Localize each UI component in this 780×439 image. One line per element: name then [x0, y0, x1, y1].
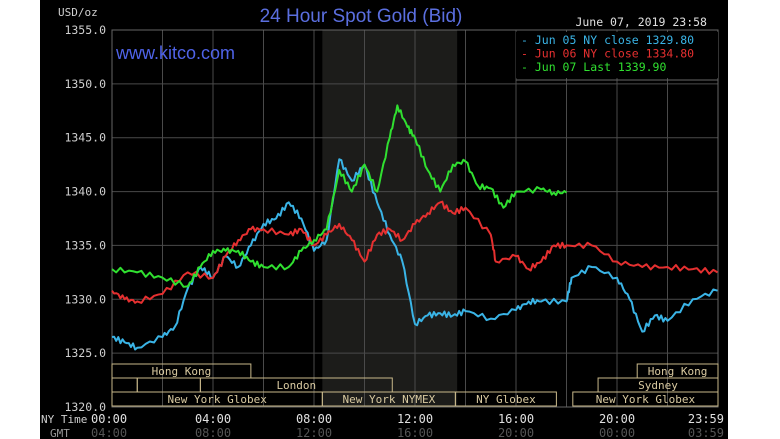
session-label: New York Globex [167, 393, 267, 406]
x-tick-label: 12:00 [397, 412, 433, 426]
legend: - Jun 05 NY close 1329.80- Jun 06 NY clo… [516, 32, 718, 81]
session-label: New York Globex [596, 393, 696, 406]
session-box [454, 391, 557, 407]
watermark: www.kitco.com [115, 43, 235, 63]
x-tick-label: 23:59 [688, 412, 724, 426]
session-label: London [276, 379, 316, 392]
y-tick-label: 1320.0 [64, 400, 106, 414]
gmt-tick-label: 12:00 [296, 426, 332, 439]
session-label: Sydney [638, 379, 678, 392]
plot-frame [111, 29, 719, 408]
y-tick-label: 1330.0 [64, 292, 106, 306]
x-tick-label: 08:00 [296, 412, 332, 426]
gmt-row-label: GMT [50, 427, 70, 439]
legend-background [516, 32, 718, 78]
x-tick-label: 04:00 [195, 412, 231, 426]
session-label: Hong Kong [152, 365, 212, 378]
timestamp: June 07, 2019 23:58 [575, 15, 707, 29]
y-tick-label: 1355.0 [64, 23, 106, 37]
gmt-tick-label: 20:00 [498, 426, 534, 439]
series-line [111, 104, 568, 288]
session-box [572, 391, 719, 407]
y-tick-label: 1335.0 [64, 238, 106, 252]
series-line [111, 200, 719, 304]
y-axis-label: USD/oz [58, 6, 98, 19]
x-tick-label: 20:00 [599, 412, 635, 426]
gmt-tick-label: 00:00 [599, 426, 635, 439]
x-axis-row-label: NY Time [41, 413, 87, 426]
gmt-tick-label: 08:00 [195, 426, 231, 439]
session-label: New York NYMEX [343, 393, 436, 406]
session-label: NY Globex [476, 393, 536, 406]
gmt-tick-label: 16:00 [397, 426, 433, 439]
legend-entry: - Jun 05 NY close 1329.80 [521, 33, 694, 47]
chart-title: 24 Hour Spot Gold (Bid) [260, 6, 463, 27]
legend-entry: - Jun 06 NY close 1334.80 [521, 47, 694, 61]
x-tick-label: 00:00 [91, 412, 127, 426]
session-label: Hong Kong [648, 365, 708, 378]
y-tick-label: 1325.0 [64, 346, 106, 360]
x-tick-label: 16:00 [498, 412, 534, 426]
legend-entry: - Jun 07 Last 1339.90 [521, 60, 666, 74]
gmt-tick-label: 04:00 [91, 426, 127, 439]
y-tick-label: 1340.0 [64, 185, 106, 199]
nymex-highlight-band [322, 30, 458, 407]
y-tick-label: 1350.0 [64, 77, 106, 91]
y-tick-label: 1345.0 [64, 131, 106, 145]
gmt-tick-label: 03:59 [688, 426, 724, 439]
